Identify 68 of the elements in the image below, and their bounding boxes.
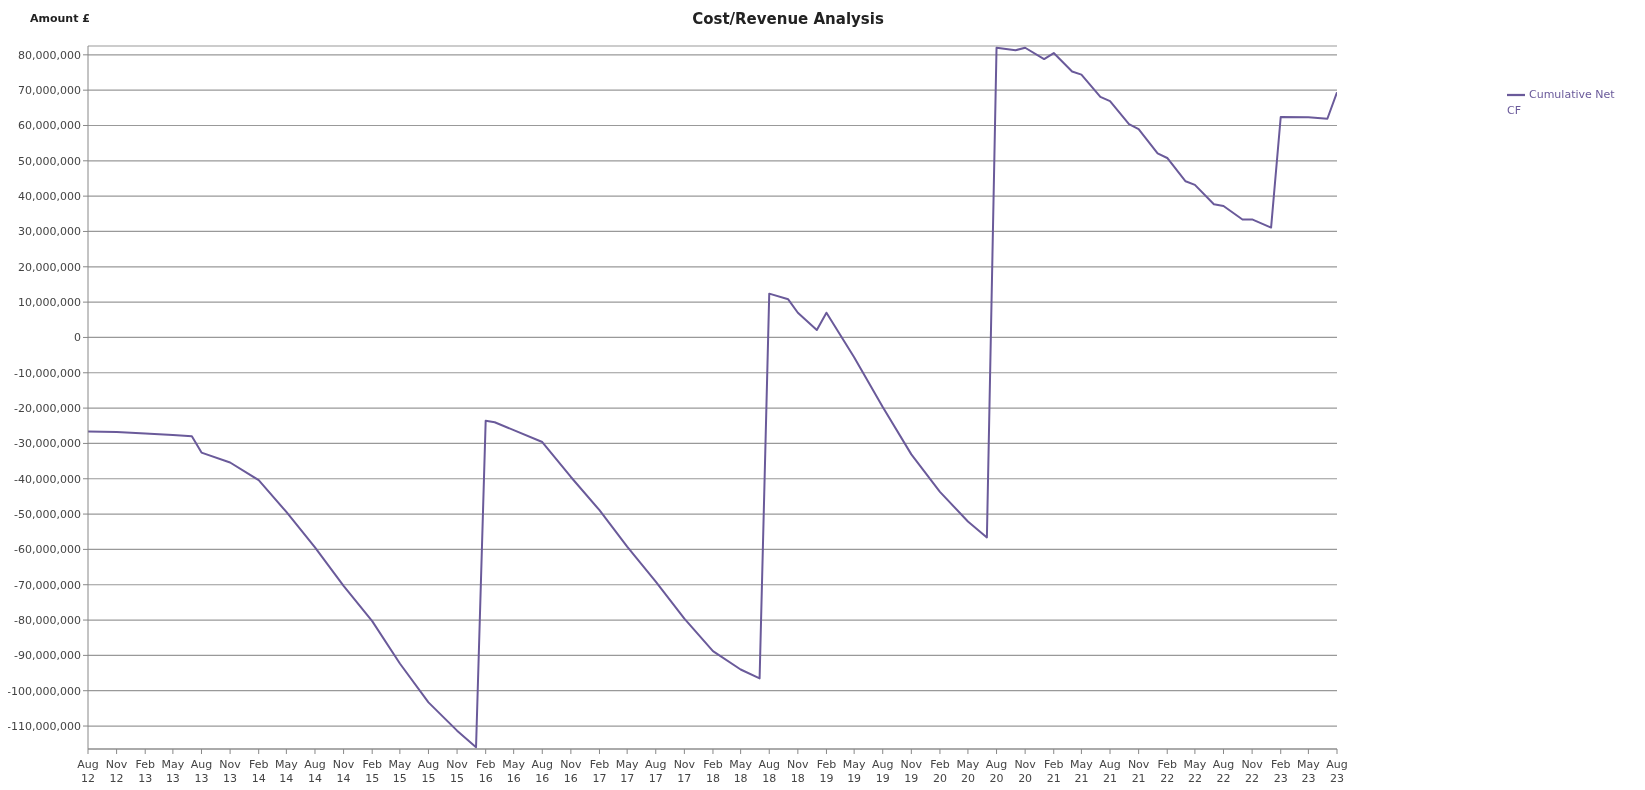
- x-tick-label: May 16: [502, 758, 526, 785]
- y-tick-label: 30,000,000: [18, 225, 81, 239]
- x-tick-label: Aug 13: [190, 758, 213, 785]
- y-tick-label: 10,000,000: [18, 296, 81, 310]
- x-tick-label: Nov 16: [560, 758, 583, 785]
- y-tick-label: -50,000,000: [14, 507, 81, 521]
- legend-label: Cumulative Net CF: [1507, 88, 1615, 117]
- y-tick-label: 20,000,000: [18, 260, 81, 274]
- y-tick-label: -110,000,000: [7, 719, 81, 733]
- y-tick-label: -40,000,000: [14, 472, 81, 486]
- x-tick-label: Aug 23: [1326, 758, 1348, 785]
- x-tick-label: May 21: [1070, 758, 1094, 785]
- x-tick-label: Nov 14: [332, 758, 355, 785]
- x-tick-label: Feb 15: [362, 758, 382, 785]
- x-tick-label: May 18: [729, 758, 753, 785]
- y-tick-label: -100,000,000: [7, 684, 81, 698]
- y-tick-label: -20,000,000: [14, 402, 81, 415]
- x-tick-label: May 19: [842, 758, 866, 785]
- x-tick-label: May 20: [956, 758, 980, 785]
- x-tick-label: May 22: [1183, 758, 1207, 785]
- x-tick-label: Nov 12: [105, 758, 128, 785]
- x-tick-label: Aug 17: [645, 758, 667, 785]
- y-tick-label: 80,000,000: [18, 48, 81, 62]
- x-tick-label: Aug 12: [77, 758, 99, 785]
- x-tick-label: Feb 20: [930, 758, 950, 785]
- x-tick-label: Nov 22: [1241, 758, 1264, 785]
- y-axis-title: Amount £: [30, 12, 90, 25]
- x-tick-label: Feb 21: [1044, 758, 1064, 785]
- x-tick-label: May 15: [388, 758, 412, 785]
- x-tick-label: Feb 23: [1270, 758, 1291, 785]
- x-tick-label: May 23: [1297, 758, 1321, 785]
- x-tick-label: Nov 20: [1014, 758, 1037, 785]
- y-tick-label: 0: [74, 331, 81, 345]
- x-tick-label: Feb 22: [1157, 758, 1177, 785]
- x-tick-label: Feb 19: [816, 758, 837, 785]
- x-tick-label: Feb 17: [589, 758, 610, 785]
- x-tick-label: Aug 16: [531, 758, 554, 785]
- x-tick-label: Nov 19: [900, 758, 923, 785]
- x-tick-label: Aug 22: [1212, 758, 1235, 785]
- x-tick-label: Feb 13: [135, 758, 155, 785]
- chart-title: Cost/Revenue Analysis: [692, 10, 884, 28]
- x-tick-label: Aug 21: [1099, 758, 1121, 785]
- x-tick-label: Aug 20: [985, 758, 1008, 785]
- x-tick-label: Aug 19: [871, 758, 894, 785]
- x-tick-label: Aug 15: [417, 758, 440, 785]
- x-tick-label: Feb 16: [475, 758, 496, 785]
- y-tick-label: -10,000,000: [14, 366, 81, 380]
- y-tick-label: -60,000,000: [14, 543, 81, 557]
- y-tick-label: 40,000,000: [18, 190, 81, 204]
- y-tick-label: -30,000,000: [14, 437, 81, 451]
- y-tick-label: 60,000,000: [18, 119, 81, 133]
- x-tick-label: Aug 14: [304, 758, 326, 785]
- y-tick-label: -70,000,000: [14, 578, 81, 592]
- y-tick-label: 70,000,000: [18, 84, 81, 98]
- y-tick-label: -80,000,000: [14, 613, 81, 627]
- x-tick-label: Nov 13: [219, 758, 242, 785]
- x-tick-label: Nov 17: [673, 758, 696, 785]
- x-tick-label: Aug 18: [758, 758, 780, 785]
- y-tick-label: -90,000,000: [14, 649, 81, 663]
- x-tick-label: Nov 15: [446, 758, 469, 785]
- x-tick-label: Nov 21: [1127, 758, 1150, 785]
- x-tick-label: Nov 18: [787, 758, 810, 785]
- x-tick-label: Feb 14: [248, 758, 269, 785]
- x-tick-label: May 13: [161, 758, 185, 785]
- x-tick-label: May 14: [275, 758, 299, 785]
- y-tick-label: 50,000,000: [18, 154, 81, 168]
- x-tick-label: Feb 18: [703, 758, 723, 785]
- x-tick-label: May 17: [615, 758, 640, 785]
